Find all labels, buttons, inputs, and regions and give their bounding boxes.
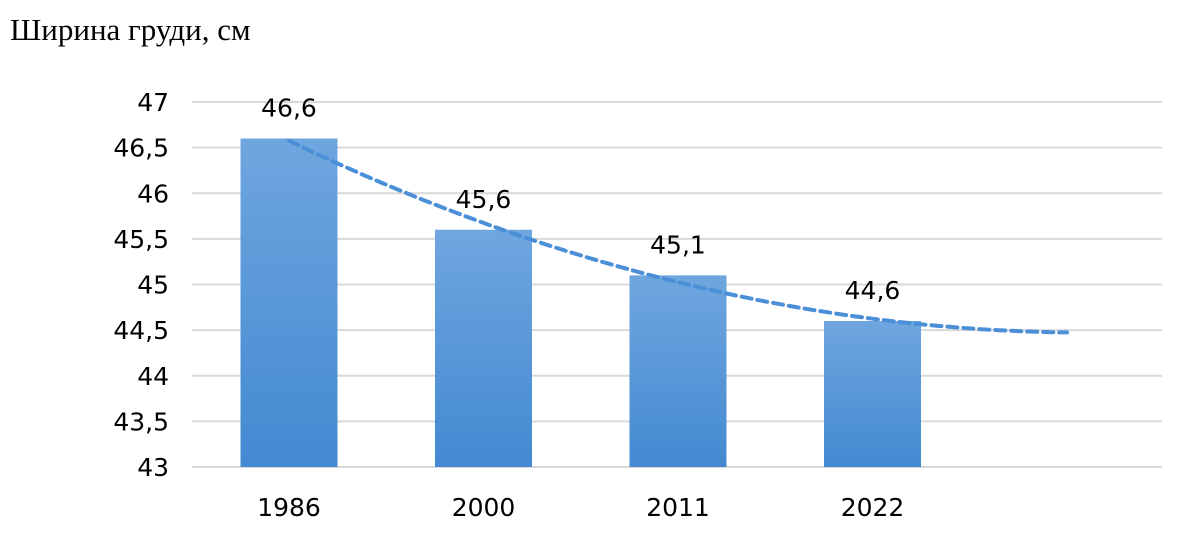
- y-tick-label: 44,5: [113, 316, 169, 345]
- bar: [824, 321, 921, 467]
- x-category-label: 2000: [452, 493, 516, 522]
- trendline-layer: [287, 138, 1069, 335]
- y-tick-label: 45,5: [113, 225, 169, 254]
- x-category-label: 2022: [841, 493, 905, 522]
- bar: [435, 229, 532, 467]
- trendline: [287, 138, 1069, 335]
- bar: [629, 275, 727, 467]
- y-tick-label: 44: [137, 362, 169, 391]
- x-axis-categories: 1986 2000 2011 2022: [257, 493, 904, 522]
- data-label: 46,6: [261, 94, 317, 123]
- y-tick-label: 43,5: [113, 407, 169, 436]
- y-tick-label: 46,5: [113, 134, 169, 163]
- bars: [240, 138, 921, 467]
- y-tick-label: 45: [137, 271, 169, 300]
- chart-title: Ширина груди, см: [10, 12, 251, 47]
- x-category-label: 1986: [257, 493, 321, 522]
- data-label: 45,1: [650, 230, 706, 259]
- y-tick-label: 43: [137, 453, 169, 482]
- y-tick-label: 47: [137, 88, 169, 117]
- bar: [240, 138, 338, 467]
- x-category-label: 2011: [646, 493, 710, 522]
- data-label: 45,6: [456, 185, 512, 214]
- data-labels: 46,6 45,6 45,1 44,6: [261, 94, 900, 306]
- y-tick-label: 46: [137, 179, 169, 208]
- data-label: 44,6: [845, 276, 901, 305]
- y-axis-ticks: 43 43,5 44 44,5 45 45,5 46 46,5 47: [113, 88, 169, 482]
